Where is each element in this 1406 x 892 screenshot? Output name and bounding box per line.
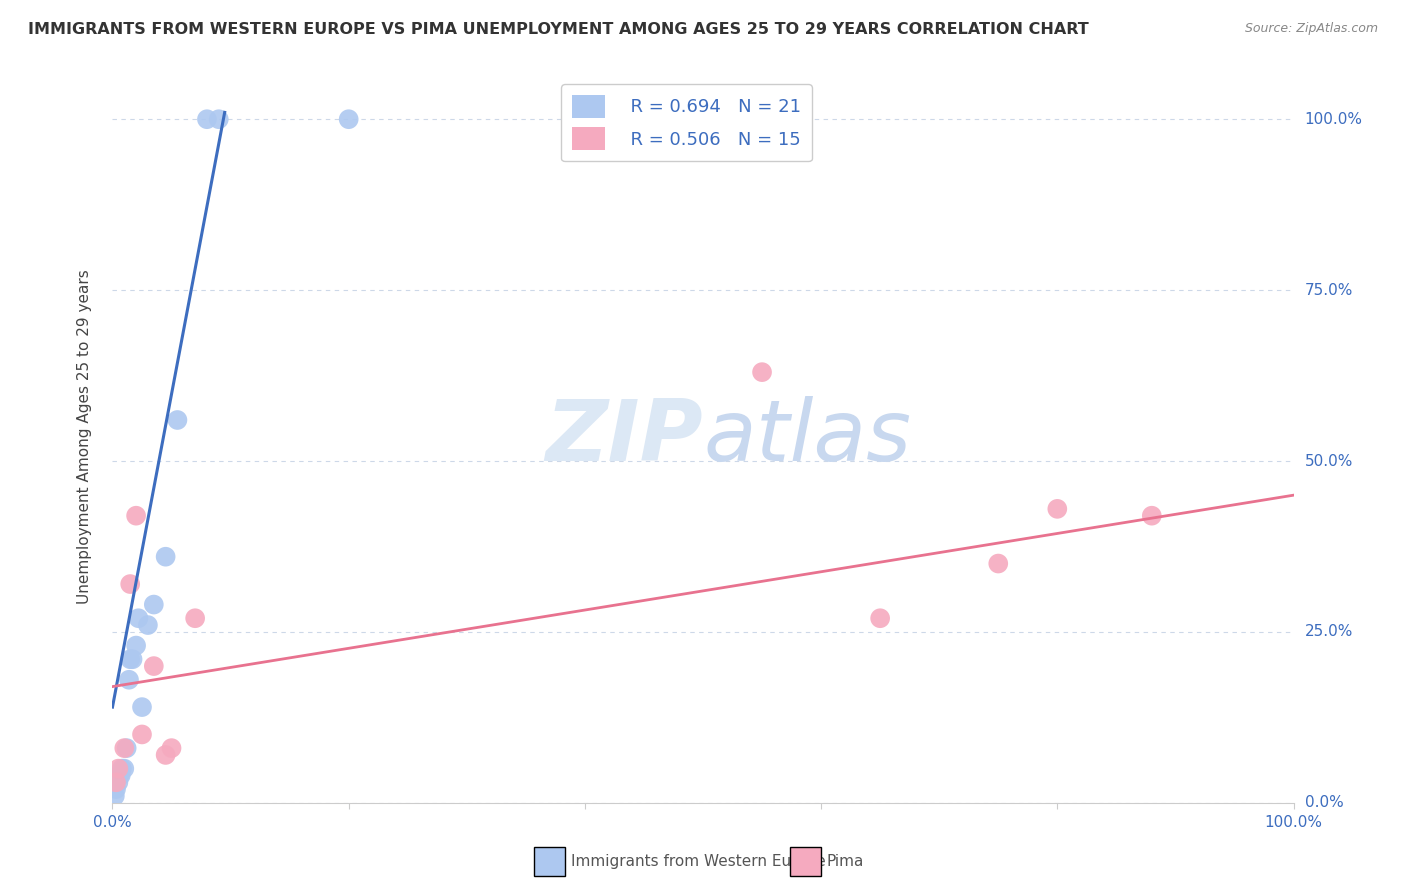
Text: Source: ZipAtlas.com: Source: ZipAtlas.com bbox=[1244, 22, 1378, 36]
Text: Pima: Pima bbox=[827, 855, 865, 869]
Point bbox=[160, 741, 183, 756]
Point bbox=[118, 673, 141, 687]
Text: IMMIGRANTS FROM WESTERN EUROPE VS PIMA UNEMPLOYMENT AMONG AGES 25 TO 29 YEARS CO: IMMIGRANTS FROM WESTERN EUROPE VS PIMA U… bbox=[28, 22, 1088, 37]
Y-axis label: Unemployment Among Ages 25 to 29 years: Unemployment Among Ages 25 to 29 years bbox=[77, 269, 91, 605]
Point bbox=[131, 700, 153, 714]
Point bbox=[987, 557, 1010, 571]
Text: ZIP: ZIP bbox=[546, 395, 703, 479]
Point bbox=[1140, 508, 1163, 523]
Text: 50.0%: 50.0% bbox=[1305, 453, 1353, 468]
Text: atlas: atlas bbox=[703, 395, 911, 479]
Point bbox=[142, 598, 165, 612]
Text: 25.0%: 25.0% bbox=[1305, 624, 1353, 640]
Point bbox=[125, 639, 148, 653]
Point bbox=[111, 762, 134, 776]
Legend:   R = 0.694   N = 21,   R = 0.506   N = 15: R = 0.694 N = 21, R = 0.506 N = 15 bbox=[561, 84, 813, 161]
Point bbox=[869, 611, 891, 625]
Point bbox=[105, 782, 128, 797]
Point bbox=[142, 659, 165, 673]
Point bbox=[105, 775, 128, 789]
Point bbox=[166, 413, 188, 427]
Point bbox=[107, 762, 129, 776]
Text: 0.0%: 0.0% bbox=[1305, 796, 1343, 810]
Point bbox=[155, 747, 177, 762]
Point bbox=[1046, 501, 1069, 516]
Point bbox=[127, 611, 149, 625]
Point bbox=[120, 652, 142, 666]
Point bbox=[108, 768, 131, 782]
Point bbox=[125, 508, 148, 523]
Point bbox=[104, 789, 127, 803]
Point bbox=[115, 741, 138, 756]
Point bbox=[112, 741, 135, 756]
Point bbox=[337, 112, 360, 127]
Point bbox=[120, 577, 142, 591]
Point bbox=[184, 611, 207, 625]
Point bbox=[155, 549, 177, 564]
Point bbox=[208, 112, 231, 127]
Point bbox=[110, 768, 132, 782]
Point bbox=[195, 112, 218, 127]
Text: Immigrants from Western Europe: Immigrants from Western Europe bbox=[571, 855, 825, 869]
Text: 100.0%: 100.0% bbox=[1305, 112, 1362, 127]
Point bbox=[107, 775, 129, 789]
Text: 75.0%: 75.0% bbox=[1305, 283, 1353, 298]
Point bbox=[131, 727, 153, 741]
Point bbox=[121, 652, 143, 666]
Point bbox=[112, 762, 135, 776]
Point bbox=[136, 618, 159, 632]
Point bbox=[751, 365, 773, 379]
